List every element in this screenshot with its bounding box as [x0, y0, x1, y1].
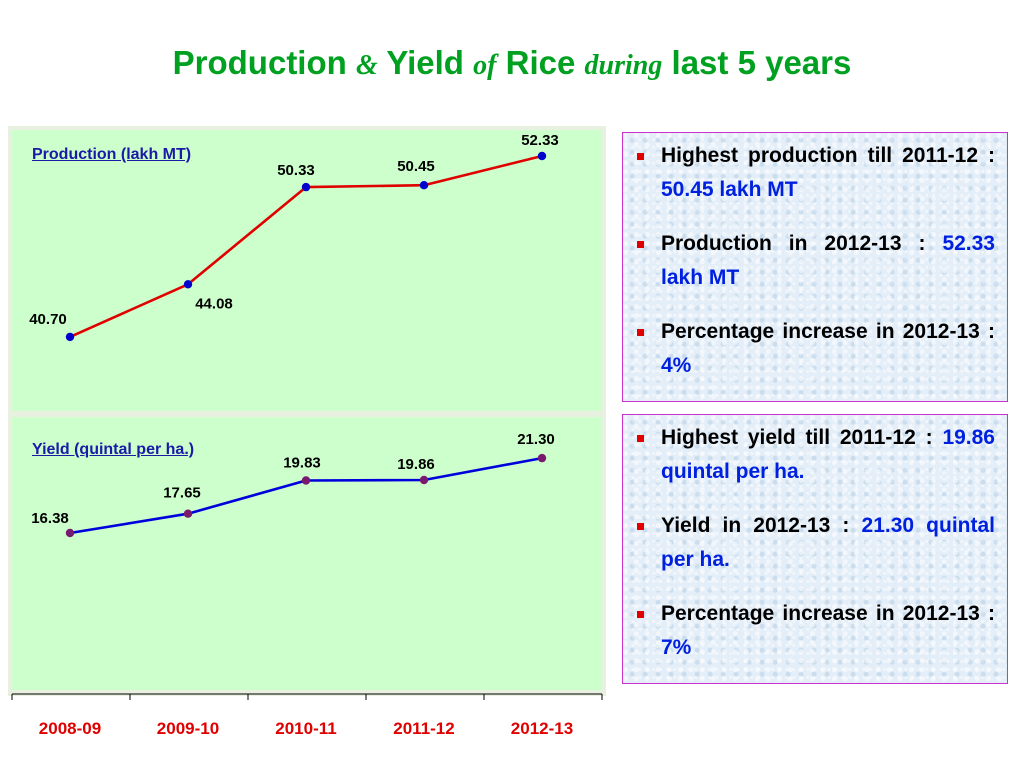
bullet-square-icon [637, 611, 644, 618]
bullet-value: 4% [661, 354, 692, 377]
chart-area: 40.70 44.08 50.33 50.45 52.33 16.38 17.65 19.83… [0, 120, 610, 760]
production-bullet-increase: Percentage increase in 2012-13 : 4% [637, 315, 995, 383]
production-bullet-2012-13: Production in 2012-13 : 52.33 lakh MT [637, 227, 995, 295]
yield-point-2010-11 [301, 476, 311, 485]
bullet-value: 7% [661, 636, 692, 659]
yield-summary-box: Highest yield till 2011-12 : 19.86 quint… [622, 414, 1008, 684]
production-point-2008-09 [65, 332, 75, 342]
x-tick-label-2010-11: 2010-11 [275, 719, 336, 738]
production-panel [12, 130, 602, 411]
page-title: Production & Yield of Rice during last 5… [0, 44, 1024, 92]
bullet-square-icon [637, 329, 644, 336]
yield-point-2011-12 [419, 475, 429, 485]
production-point-2009-10 [183, 280, 193, 289]
x-tick-label-2011-12: 2011-12 [393, 719, 454, 738]
production-summary-box: Highest production till 2011-12 : 50.45 … [622, 132, 1008, 402]
yield-chart-title: Yield (quintal per ha.) [32, 441, 195, 458]
title-during: during [584, 50, 663, 81]
production-data-label-2009-10: 44.08 [195, 295, 233, 312]
bullet-square-icon [637, 153, 644, 160]
bullet-text: Percentage increase in 2012-13 : [661, 320, 995, 343]
title-part-production: Production [172, 44, 347, 81]
bullet-value: 50.45 lakh MT [661, 178, 798, 201]
bullet-square-icon [637, 523, 644, 530]
production-data-label-2008-09: 40.70 [29, 311, 67, 328]
x-tick-label-2009-10: 2009-10 [157, 719, 219, 738]
yield-data-label-2011-12: 19.86 [397, 456, 435, 473]
title-part-yield: Yield [386, 44, 464, 81]
production-data-label-2010-11: 50.33 [277, 162, 315, 179]
title-ampersand: & [355, 50, 378, 81]
yield-bullet-increase: Percentage increase in 2012-13 : 7% [637, 597, 995, 665]
bullet-square-icon [637, 241, 644, 248]
production-data-label-2011-12: 50.45 [397, 158, 435, 175]
production-point-2010-11 [301, 182, 311, 192]
bullet-value: 19.86 quintal per ha. [661, 426, 995, 483]
yield-point-2008-09 [65, 528, 75, 538]
yield-data-label-2009-10: 17.65 [163, 485, 201, 502]
production-bullet-highest: Highest production till 2011-12 : 50.45 … [637, 139, 995, 207]
bullet-text: Highest production till 2011-12 : [661, 144, 995, 167]
bullet-text: Production in 2012-13 : [661, 232, 943, 255]
title-part-rice: Rice [505, 44, 576, 81]
bullet-text: Yield in 2012-13 : [661, 514, 862, 537]
bullet-value: 21.30 quintal per ha. [661, 514, 995, 571]
yield-bullet-2012-13: Yield in 2012-13 : 21.30 quintal per ha. [637, 509, 995, 577]
bullet-square-icon [637, 435, 644, 442]
yield-point-2009-10 [183, 509, 193, 518]
production-data-label-2012-13: 52.33 [521, 132, 559, 149]
yield-data-label-2010-11: 19.83 [283, 455, 321, 472]
yield-data-label-2008-09: 16.38 [31, 510, 69, 527]
x-tick-label-2012-13: 2012-13 [511, 719, 573, 738]
yield-panel [12, 417, 602, 690]
charts-svg: 40.70 44.08 50.33 50.45 52.33 16.38 17.65 19.83… [8, 126, 606, 738]
production-point-2011-12 [419, 181, 429, 190]
title-of: of [473, 50, 497, 81]
production-chart-title: Production (lakh MT) [32, 146, 192, 163]
yield-point-2012-13 [537, 453, 547, 463]
yield-data-label-2012-13: 21.30 [517, 431, 555, 448]
bullet-text: Percentage increase in 2012-13 : [661, 602, 995, 625]
yield-bullet-highest: Highest yield till 2011-12 : 19.86 quint… [637, 421, 995, 489]
x-tick-label-2008-09: 2008-09 [39, 719, 101, 738]
bullet-value: 52.33 lakh MT [661, 232, 995, 289]
production-point-2012-13 [537, 151, 547, 161]
bullet-text: Highest yield till 2011-12 : [661, 426, 943, 449]
title-part-last-years: last 5 years [671, 44, 852, 81]
